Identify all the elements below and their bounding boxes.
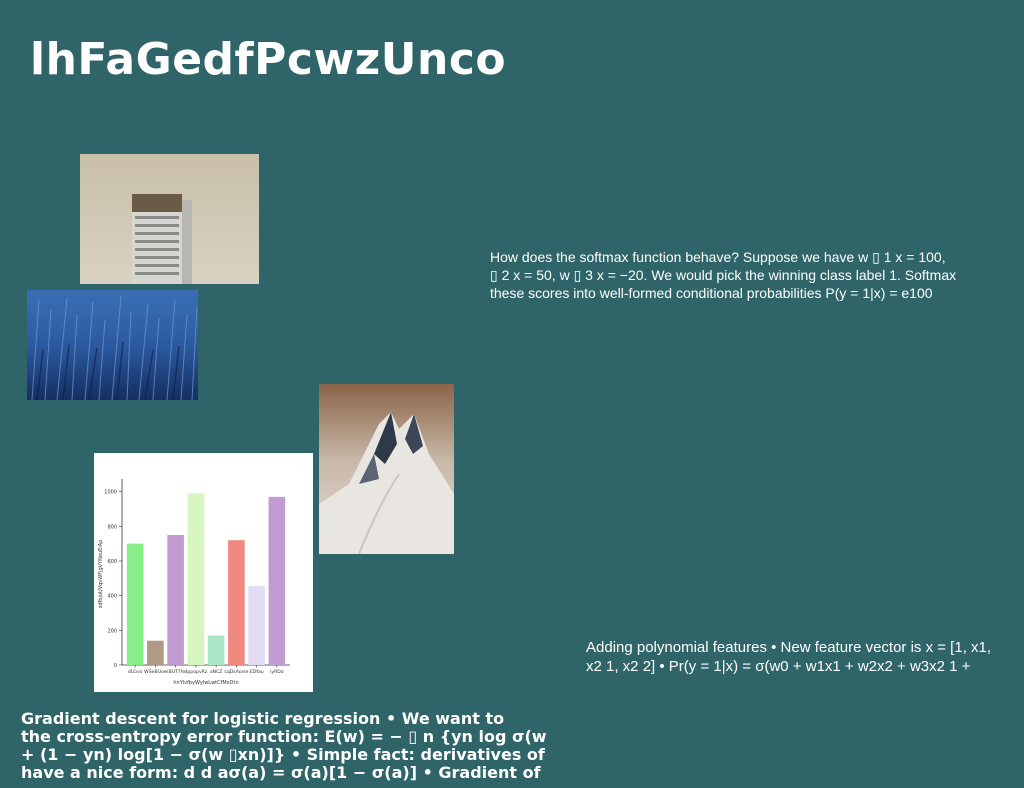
y-tick-label: 600 [107,559,117,565]
y-tick-label: 200 [107,628,117,634]
polynomial-features-paragraph: Adding polynomial features • New feature… [586,639,992,675]
y-tick-label: 0 [114,663,117,669]
x-tick-label: cqDsAovle [224,669,248,675]
bar-chart: 0 200 400 600 800 1000 dLGvo WSeBUoe sBUTTfe dppo… [98,479,290,686]
y-tick-label: 1000 [104,490,117,496]
x-axis-label: hnYlvfbyWylwLwtCfMxDtn [173,680,238,686]
mountain-photo [319,384,454,554]
x-tick-label: aNCZ [210,669,223,675]
bar-sBUTTfe [167,535,184,665]
x-tick-label: sBUTTfe [166,669,185,675]
y-axis-label: zdfbjuUVqvWFjgVYNeuEiAp [98,540,104,609]
bar-cqDsAovle [228,540,245,665]
gradient-descent-paragraph: Gradient descent for logistic regression… [21,710,547,782]
x-tick-label: iyRDa [270,669,284,675]
x-tick-label: WSeBUoe [144,669,167,675]
x-tick-label: dppopvRz [184,669,207,675]
y-tick-label: 800 [107,524,117,530]
building-photo [80,154,259,284]
bar-chart-card: 0 200 400 600 800 1000 dLGvo WSeBUoe sBUTTfe dppo… [94,453,313,692]
bar-iyRDa [268,496,286,665]
grass-photo [27,290,198,400]
x-tick-label: EDYau [250,669,264,675]
softmax-paragraph: How does the softmax function behave? Su… [490,249,957,301]
y-tick-label: 400 [107,594,117,600]
x-tick-label: dLGvo [128,669,143,675]
bar-EDYau [248,586,265,665]
bar-dppopvRz [187,493,205,665]
bar-aNCZ [207,635,225,665]
bar-dLGvo [126,543,144,665]
page-title: lhFaGedfPcwzUnco [30,34,507,85]
bar-WSeBUoe [147,640,164,665]
